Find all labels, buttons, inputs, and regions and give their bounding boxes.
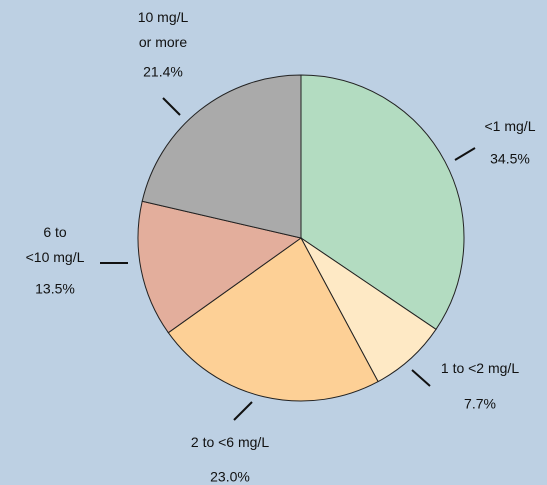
slice-value-label: 23.0%	[210, 469, 250, 485]
pie-slice	[167, 237, 379, 402]
slice-label-line: 2 to <6 mg/L	[191, 434, 269, 450]
slice-label-line: or more	[139, 34, 187, 50]
slice-value-label: 13.5%	[35, 281, 75, 297]
pie-slice	[141, 74, 302, 239]
leader-line	[454, 147, 476, 161]
slice-label-line: <10 mg/L	[26, 249, 85, 265]
slice-value-label: 7.7%	[464, 396, 496, 412]
leader-line	[162, 97, 181, 116]
slice-value-label: 21.4%	[143, 64, 183, 80]
leader-line	[411, 369, 431, 387]
slice-label-line: 1 to <2 mg/L	[441, 360, 519, 376]
slice-label-line: <1 mg/L	[485, 118, 536, 134]
slice-label: 10 mg/L or more	[138, 9, 189, 50]
slice-value-label: 34.5%	[490, 151, 530, 167]
slice-label: 2 to <6 mg/L	[191, 434, 269, 450]
leader-line	[233, 401, 253, 421]
slice-label: 1 to <2 mg/L	[441, 360, 519, 376]
slice-label: 6 to <10 mg/L	[26, 224, 85, 265]
slice-label: <1 mg/L	[485, 118, 536, 134]
pie-slice	[300, 74, 465, 331]
pie-slice	[137, 200, 303, 334]
slice-label-line: 10 mg/L	[138, 9, 189, 25]
slice-label-line: 6 to	[43, 224, 67, 240]
